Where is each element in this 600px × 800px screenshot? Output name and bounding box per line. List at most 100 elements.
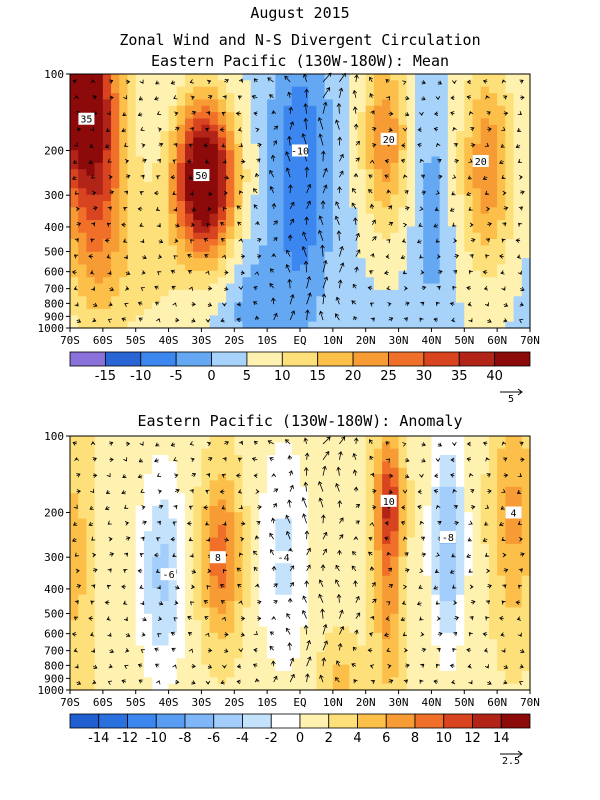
field-cell	[176, 150, 186, 158]
vector-arrow	[121, 222, 126, 228]
field-cell	[209, 531, 219, 539]
field-cell	[357, 118, 367, 126]
vector-arrow	[453, 238, 458, 243]
field-cell	[382, 575, 391, 583]
field-cell	[415, 308, 424, 316]
field-cell	[176, 105, 186, 113]
field-cell	[423, 448, 433, 456]
field-cell	[127, 321, 137, 329]
field-cell	[308, 201, 318, 208]
field-cell	[160, 537, 170, 545]
field-cell	[488, 563, 498, 570]
field-cell	[135, 626, 145, 634]
field-cell	[275, 601, 285, 609]
field-cell	[521, 93, 531, 100]
field-cell	[176, 156, 186, 164]
field-cell	[242, 245, 252, 253]
field-cell	[332, 302, 342, 310]
field-cell	[415, 543, 424, 551]
field-cell	[406, 664, 416, 672]
field-cell	[447, 518, 457, 526]
field-cell	[111, 251, 120, 259]
field-cell	[472, 512, 482, 520]
field-cell	[193, 137, 203, 145]
field-cell	[488, 296, 498, 304]
field-cell	[308, 283, 318, 291]
field-cell	[86, 156, 96, 164]
field-cell	[201, 563, 211, 570]
field-cell	[111, 258, 120, 266]
field-cell	[250, 461, 260, 469]
field-cell	[390, 93, 400, 100]
vector-arrow	[469, 254, 474, 259]
field-cell	[127, 105, 137, 113]
field-cell	[242, 131, 252, 139]
vector-arrow	[207, 302, 213, 307]
field-cell	[300, 505, 309, 513]
vector-arrow	[107, 206, 112, 211]
field-cell	[94, 455, 104, 462]
field-cell	[226, 683, 235, 691]
field-cell	[111, 582, 120, 589]
field-cell	[119, 258, 129, 266]
field-cell	[357, 308, 367, 316]
field-cell	[398, 80, 408, 88]
field-cell	[283, 664, 293, 672]
field-cell	[291, 499, 301, 507]
field-cell	[291, 524, 301, 532]
field-cell	[119, 194, 129, 202]
field-cell	[341, 683, 350, 691]
field-cell	[447, 74, 457, 81]
field-cell	[143, 105, 153, 113]
field-cell	[357, 169, 367, 177]
field-cell	[398, 588, 408, 596]
field-cell	[127, 277, 137, 285]
vector-arrow	[170, 269, 176, 274]
field-cell	[447, 658, 457, 666]
field-cell	[398, 302, 408, 310]
field-cell	[291, 289, 301, 297]
field-cell	[135, 461, 145, 469]
field-cell	[415, 321, 424, 329]
field-cell	[86, 645, 96, 653]
field-cell	[332, 112, 342, 120]
field-cell	[439, 86, 449, 94]
field-cell	[480, 639, 490, 647]
contour-label-box	[472, 154, 489, 167]
field-cell	[209, 448, 219, 456]
field-cell	[365, 563, 375, 570]
field-cell	[258, 80, 268, 88]
field-cell	[160, 493, 170, 501]
field-cell	[464, 270, 474, 278]
field-cell	[250, 524, 260, 532]
field-cell	[497, 512, 506, 520]
field-cell	[332, 436, 342, 443]
field-cell	[447, 613, 457, 621]
field-cell	[349, 93, 359, 100]
field-cell	[135, 296, 145, 304]
field-cell	[78, 436, 88, 443]
field-cell	[406, 531, 416, 539]
y-tick-label: 700	[44, 283, 64, 296]
field-cell	[185, 213, 194, 221]
field-cell	[275, 283, 285, 291]
field-cell	[201, 74, 211, 81]
field-cell	[324, 258, 334, 266]
field-cell	[398, 169, 408, 177]
field-cell	[176, 537, 186, 545]
field-cell	[472, 315, 482, 323]
field-cell	[102, 232, 112, 240]
field-cell	[193, 461, 203, 469]
field-cell	[373, 213, 383, 221]
field-cell	[143, 251, 153, 259]
field-cell	[242, 486, 252, 494]
field-cell	[127, 270, 137, 278]
field-cell	[365, 467, 375, 475]
field-cell	[398, 664, 408, 672]
field-cell	[324, 582, 334, 589]
field-cell	[431, 213, 441, 221]
field-cell	[497, 156, 506, 164]
field-cell	[332, 524, 342, 532]
field-cell	[480, 194, 490, 202]
vector-arrow	[219, 127, 225, 132]
